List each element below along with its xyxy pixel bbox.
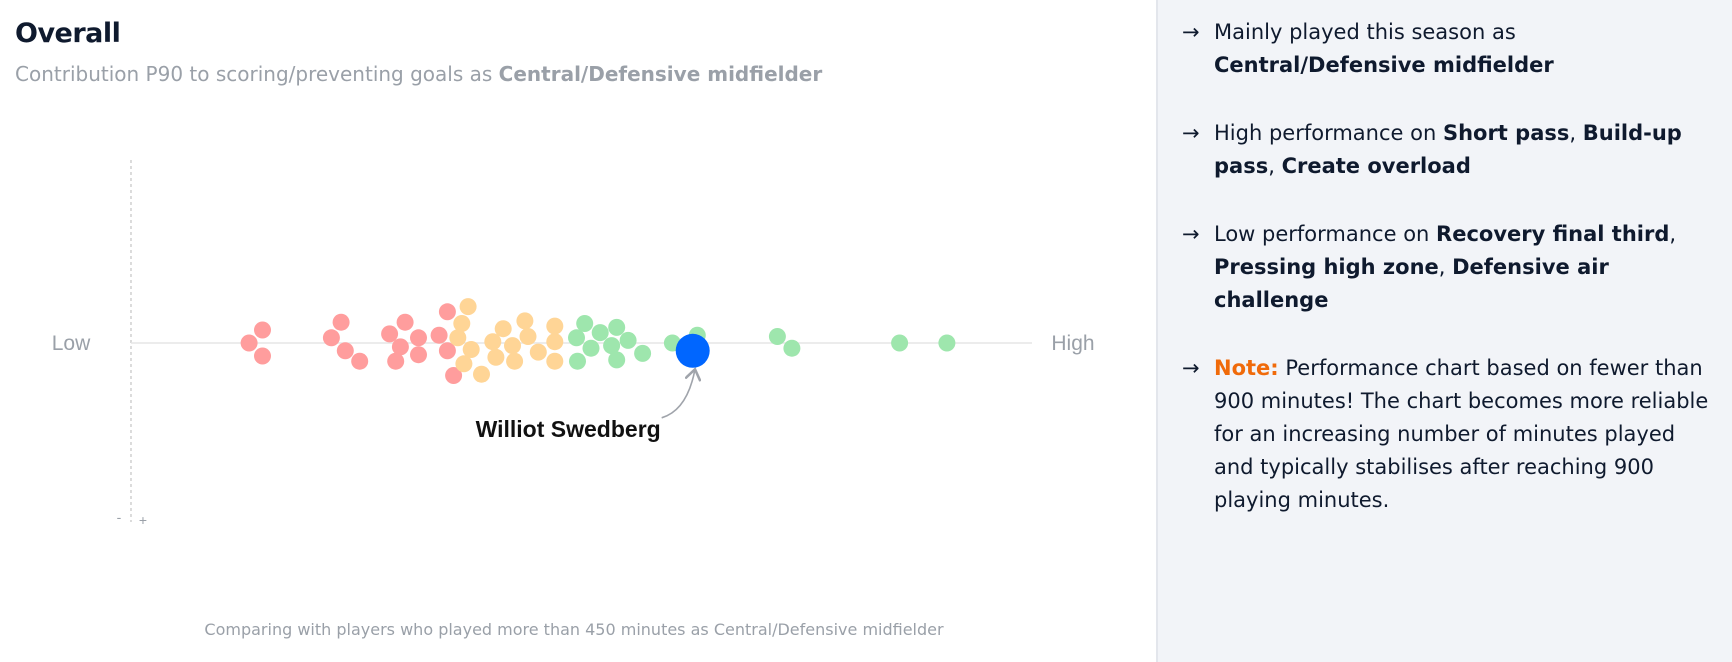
player-point-19[interactable]: [453, 315, 471, 332]
player-point-31[interactable]: [529, 343, 547, 361]
player-point-4[interactable]: [322, 329, 340, 347]
player-point-32[interactable]: [546, 317, 564, 335]
arrow-right-icon: →: [1182, 222, 1200, 246]
player-point-25[interactable]: [487, 348, 505, 366]
player-point-43[interactable]: [619, 331, 637, 349]
player-point-41[interactable]: [608, 318, 626, 336]
y-minus-label: -: [117, 509, 122, 525]
player-point-9[interactable]: [387, 352, 405, 370]
beeswarm-chart: Low High - + Williot Swedberg: [52, 160, 1095, 528]
player-point-47[interactable]: [768, 328, 786, 345]
insight-text: Mainly played this season as: [1214, 20, 1516, 44]
player-point-11[interactable]: [396, 313, 414, 331]
overall-panel: Overall Contribution P90 to scoring/prev…: [15, 18, 1095, 639]
player-point-21[interactable]: [459, 298, 477, 316]
player-point-18[interactable]: [449, 329, 467, 347]
insight-item-2: → High performance on Short pass, Build-u…: [1182, 117, 1712, 183]
arrow-right-icon: →: [1182, 121, 1200, 145]
insights-list: → Mainly played this season as Central/De…: [1182, 16, 1712, 552]
highlighted-player-point[interactable]: [675, 333, 710, 368]
insight-item-3: → Low performance on Recovery final third…: [1182, 218, 1712, 317]
panel-subtitle: Contribution P90 to scoring/preventing g…: [15, 62, 822, 86]
insight-text: High performance on: [1214, 121, 1443, 145]
arrow-right-icon: →: [1182, 20, 1200, 44]
player-point-5[interactable]: [332, 313, 350, 331]
player-point-1[interactable]: [240, 334, 258, 352]
player-point-14[interactable]: [430, 326, 448, 344]
player-point-40[interactable]: [603, 337, 621, 355]
note-label: Note:: [1214, 356, 1279, 380]
player-point-38[interactable]: [582, 339, 600, 357]
insight-highlight: Pressing high zone: [1214, 255, 1439, 279]
player-point-15[interactable]: [438, 303, 456, 321]
insight-text: ,: [1438, 255, 1453, 279]
player-point-48[interactable]: [783, 339, 801, 357]
insight-item-4: → Note: Performance chart based on fewer …: [1182, 352, 1712, 517]
insight-highlight: Create overload: [1281, 154, 1471, 178]
insight-highlight: Recovery final third: [1436, 222, 1670, 246]
insight-highlight: Defensive air challenge: [1214, 255, 1609, 312]
insight-text: ,: [1268, 154, 1282, 178]
insight-text: ,: [1669, 222, 1677, 246]
player-point-23[interactable]: [473, 365, 490, 383]
player-point-50[interactable]: [938, 334, 956, 352]
subtitle-role: Central/Defensive midfielder: [498, 62, 823, 86]
player-point-33[interactable]: [546, 333, 564, 351]
player-point-10[interactable]: [391, 338, 409, 356]
insight-highlight: Build-up pass: [1214, 121, 1682, 178]
player-point-13[interactable]: [410, 346, 427, 364]
player-point-39[interactable]: [591, 324, 609, 342]
player-point-42[interactable]: [608, 351, 626, 369]
player-point-6[interactable]: [336, 342, 354, 360]
insight-text: ,: [1569, 121, 1583, 145]
player-point-24[interactable]: [484, 333, 502, 351]
player-point-35[interactable]: [568, 329, 585, 347]
insight-text: Low performance on: [1214, 222, 1437, 246]
annotation-arrow: [661, 371, 695, 419]
player-point-22[interactable]: [462, 341, 480, 358]
player-point-49[interactable]: [891, 334, 909, 352]
insights-panel: → Mainly played this season as Central/De…: [1156, 0, 1732, 662]
axis-label-high: High: [1051, 332, 1094, 355]
axis-label-low: Low: [52, 332, 91, 355]
highlighted-player-label: Williot Swedberg: [476, 416, 661, 442]
player-point-7[interactable]: [351, 352, 369, 370]
player-point-20[interactable]: [455, 355, 473, 373]
player-point-34[interactable]: [546, 352, 564, 370]
arrow-right-icon: →: [1182, 356, 1200, 380]
player-point-2[interactable]: [254, 321, 271, 339]
player-point-26[interactable]: [494, 320, 512, 338]
player-point-30[interactable]: [519, 328, 537, 345]
insight-highlight: Central/Defensive midfielder: [1214, 53, 1554, 77]
player-point-44[interactable]: [634, 344, 652, 362]
player-point-29[interactable]: [516, 312, 534, 330]
player-point-17[interactable]: [445, 367, 463, 384]
comparison-footnote: Comparing with players who played more t…: [204, 620, 944, 639]
y-plus-label: +: [139, 512, 147, 528]
insight-highlight: Short pass: [1442, 121, 1570, 145]
player-point-3[interactable]: [254, 347, 271, 365]
data-points: [240, 298, 956, 384]
player-point-8[interactable]: [381, 325, 399, 343]
player-point-16[interactable]: [438, 342, 456, 360]
player-point-12[interactable]: [410, 329, 427, 347]
player-point-28[interactable]: [506, 352, 524, 370]
player-point-27[interactable]: [504, 337, 521, 355]
insight-text: Performance chart based on fewer than 90…: [1214, 356, 1709, 512]
insight-item-1: → Mainly played this season as Central/De…: [1182, 16, 1712, 82]
player-point-37[interactable]: [576, 315, 594, 332]
player-point-36[interactable]: [569, 352, 586, 370]
panel-title: Overall: [15, 18, 121, 49]
subtitle-prefix: Contribution P90 to scoring/preventing g…: [15, 62, 499, 86]
